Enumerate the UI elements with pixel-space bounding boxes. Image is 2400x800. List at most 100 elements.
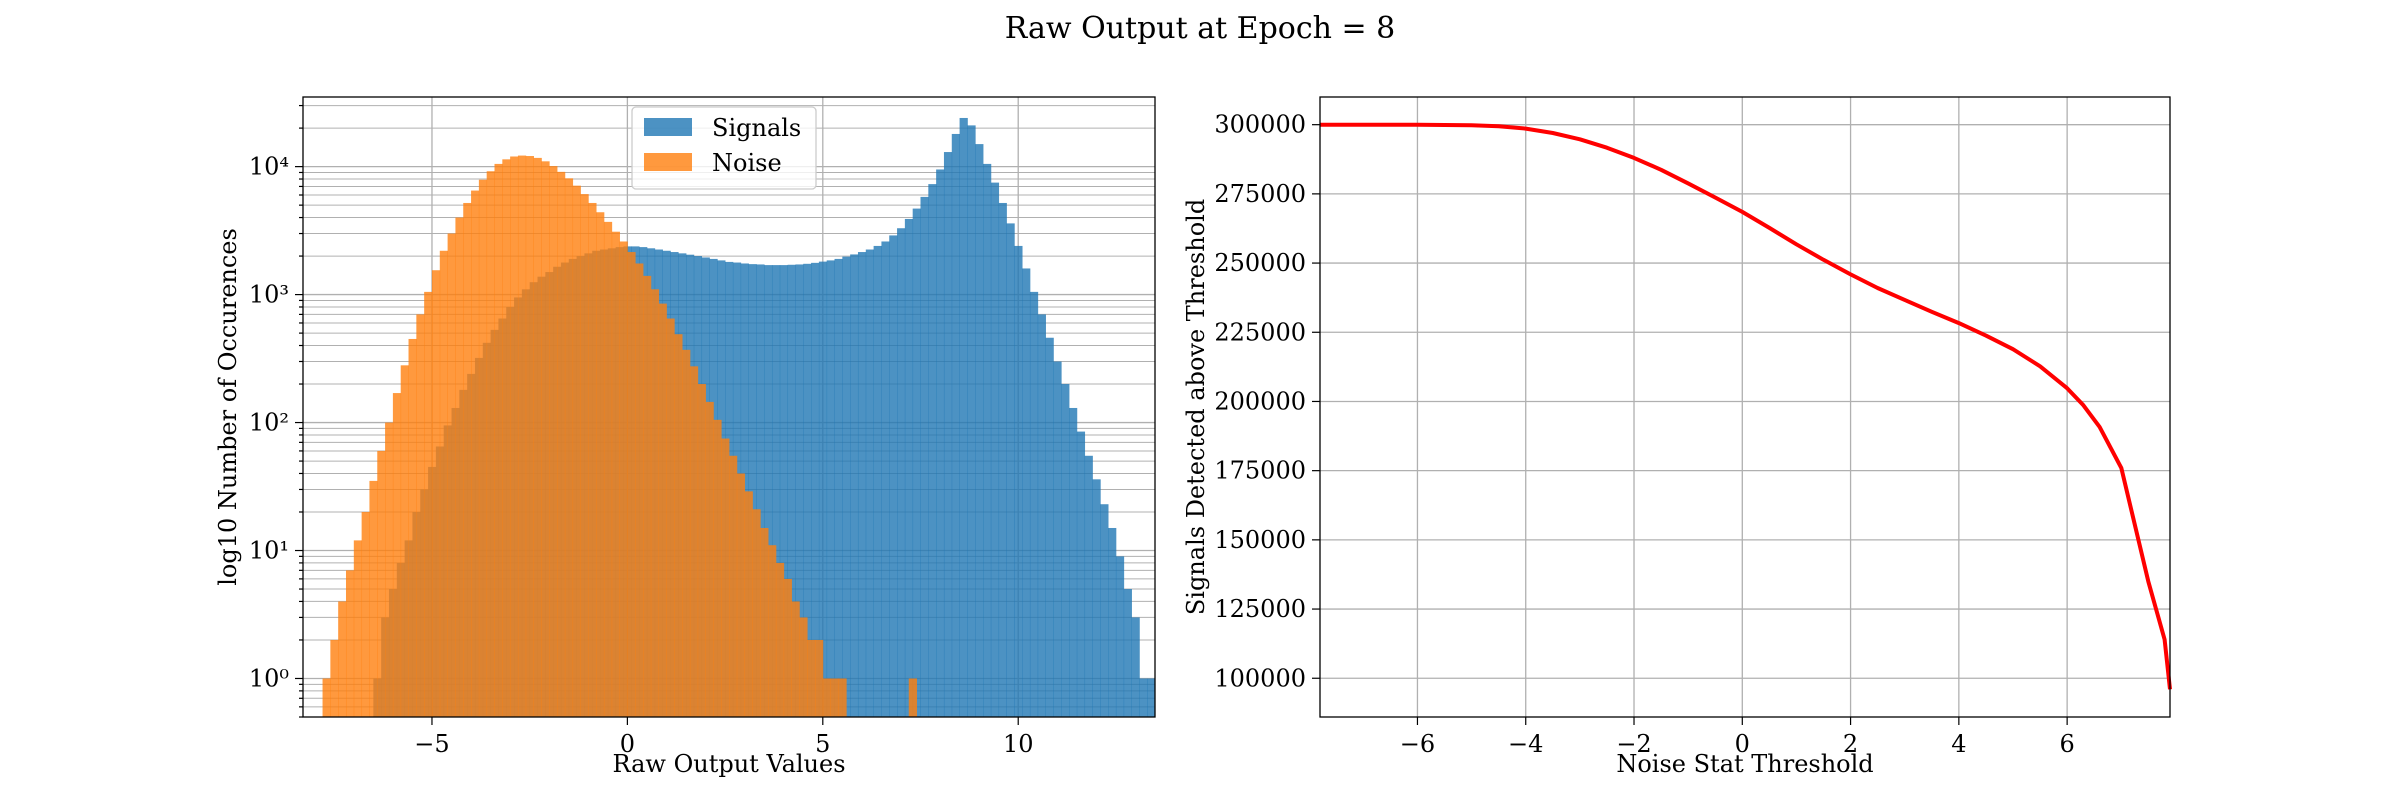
bar-signals <box>990 182 1000 718</box>
bar-noise <box>564 178 574 718</box>
bar-signals <box>1108 527 1117 717</box>
bar-noise <box>517 155 527 717</box>
bar-noise <box>400 365 409 717</box>
bar-noise <box>572 185 581 717</box>
bar-noise <box>447 233 456 717</box>
line-chart-x-tick-label: −2 <box>1616 730 1651 758</box>
bar-signals <box>912 208 921 718</box>
histogram-y-ticks: 10⁰ 10¹ 10² 10³ 10⁴ <box>249 104 303 718</box>
bar-noise <box>635 263 644 717</box>
bar-signals <box>998 202 1007 718</box>
bar-noise <box>416 314 425 717</box>
bar-noise <box>353 540 363 717</box>
bar-noise <box>603 221 613 717</box>
bar-signals <box>889 235 898 718</box>
bar-noise <box>377 450 386 717</box>
bar-noise <box>322 678 331 717</box>
line-chart-y-tick-label: 175000 <box>1214 457 1306 485</box>
bar-noise <box>549 166 558 717</box>
bar-signals <box>1123 589 1132 717</box>
histogram-y-tick-label: 10¹ <box>249 537 289 565</box>
bar-noise <box>424 291 433 717</box>
bar-noise <box>729 455 738 717</box>
bar-signals <box>1053 361 1062 717</box>
bar-signals <box>904 218 914 717</box>
bar-signals <box>834 258 843 717</box>
series-line-signals-detected <box>1320 122 2172 690</box>
bar-signals <box>943 152 953 717</box>
histogram-x-axis-label: Raw Output Values <box>612 750 845 778</box>
line-chart-y-tick-label: 100000 <box>1214 664 1306 692</box>
bar-noise <box>369 480 378 717</box>
bar-signals <box>1014 245 1023 717</box>
bar-noise <box>525 156 534 717</box>
bar-signals <box>1084 455 1093 717</box>
histogram-y-axis-label: log10 Number of Occurences <box>214 228 242 586</box>
bar-signals <box>951 133 960 717</box>
bar-noise <box>689 366 699 717</box>
bar-noise <box>338 601 347 717</box>
bar-noise <box>494 163 503 717</box>
bar-noise <box>486 171 495 718</box>
bar-signals <box>1006 223 1015 718</box>
bar-signals <box>975 144 984 718</box>
line-chart-y-tick-label: 275000 <box>1214 180 1306 208</box>
line-chart-x-tick-label: 6 <box>2059 730 2074 758</box>
bar-signals <box>936 169 945 717</box>
line-chart-y-tick-label: 200000 <box>1214 387 1306 415</box>
bar-noise <box>908 678 917 717</box>
line-chart-y-tick-label: 300000 <box>1214 111 1306 139</box>
histogram-y-tick-label: 10⁴ <box>249 153 289 181</box>
bar-signals <box>764 265 773 717</box>
bar-signals <box>756 264 765 717</box>
bar-noise <box>650 289 660 717</box>
histogram-x-tick-label: 10 <box>1003 730 1034 758</box>
bar-noise <box>361 511 370 717</box>
line-chart-y-tick-label: 150000 <box>1214 526 1306 554</box>
bar-signals <box>1115 556 1125 717</box>
bar-noise <box>455 217 464 717</box>
bar-signals <box>818 261 828 717</box>
bar-noise <box>643 275 652 717</box>
histogram-bars <box>322 117 1156 718</box>
bar-noise <box>658 303 667 717</box>
bar-noise <box>838 678 847 717</box>
bar-signals <box>1069 407 1078 717</box>
bar-noise <box>580 194 589 717</box>
bar-signals <box>983 163 992 717</box>
bar-signals <box>897 228 906 717</box>
line-chart-frame <box>1319 96 2171 718</box>
bar-noise <box>439 250 449 717</box>
bar-signals <box>795 264 804 717</box>
bar-noise <box>478 179 488 717</box>
histogram-y-tick-label: 10³ <box>249 281 289 309</box>
bar-signals <box>1092 479 1101 717</box>
line-chart-x-tick-label: 4 <box>1951 730 1966 758</box>
line-chart-x-axis-label: Noise Stat Threshold <box>1616 750 1873 778</box>
line-chart-y-axis-label: Signals Detected above Threshold <box>1182 199 1210 615</box>
bar-noise <box>666 318 675 717</box>
histogram-panel: −5 0 5 10 10⁰ 10¹ 10² 10³ 10⁴ Raw Output Values… <box>214 96 1156 778</box>
bar-signals <box>928 184 937 717</box>
bar-signals <box>967 125 976 718</box>
histogram-x-tick-label: 0 <box>620 730 635 758</box>
bar-noise <box>557 171 566 718</box>
threshold-curve-panel: −6 −4 −2 0 2 4 6 100000 125000 150000 175000 20000… <box>1182 96 2172 778</box>
bar-signals <box>857 252 867 717</box>
legend-swatch-signals <box>644 118 692 136</box>
bar-signals <box>1022 268 1031 717</box>
histogram-frame <box>302 96 1156 718</box>
bar-noise <box>713 419 722 717</box>
bar-signals <box>850 254 859 718</box>
bar-signals <box>920 196 929 718</box>
line-chart-x-ticks: −6 −4 −2 0 2 4 6 <box>1400 717 2075 758</box>
bar-signals <box>1037 314 1046 717</box>
bar-noise <box>768 545 777 717</box>
bar-noise <box>752 509 761 717</box>
bar-noise <box>822 678 832 717</box>
bar-signals <box>1029 291 1039 717</box>
line-chart-y-tick-label: 250000 <box>1214 249 1306 277</box>
bar-noise <box>392 393 402 717</box>
bar-noise <box>510 156 519 717</box>
